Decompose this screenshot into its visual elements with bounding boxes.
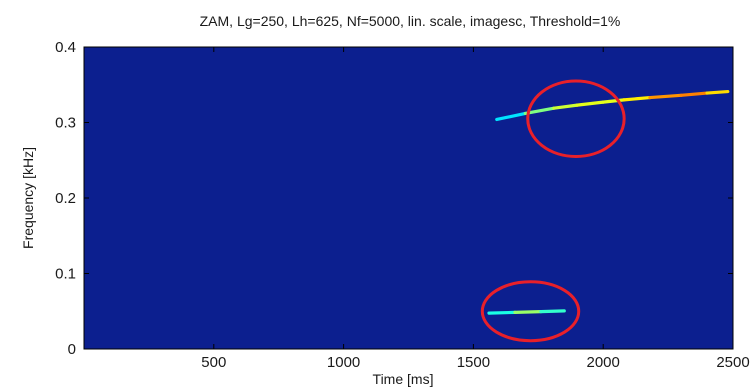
x-axis-ticks: 500 1000 1500 2000 2500 xyxy=(201,47,750,371)
ridge-1-segment xyxy=(495,111,527,122)
x-tick-label: 1500 xyxy=(457,354,490,371)
chart-title: ZAM, Lg=250, Lh=625, Nf=5000, lin. scale… xyxy=(200,13,621,29)
x-tick-label: 2000 xyxy=(587,354,620,371)
ridge-1-segment xyxy=(679,91,709,97)
ridge-1-segment xyxy=(622,95,652,102)
ridge-2-segment xyxy=(539,309,566,314)
y-axis-label: Frequency [kHz] xyxy=(20,147,36,249)
ridge-2-segment xyxy=(487,310,517,315)
y-tick-label: 0.1 xyxy=(55,266,76,283)
ridge-1-segment xyxy=(523,106,556,116)
y-tick-label: 0.2 xyxy=(55,190,76,207)
annotation-ellipse-1 xyxy=(526,79,626,158)
ridge-1-segment xyxy=(648,93,683,100)
x-tick-label: 2500 xyxy=(716,354,749,371)
y-tick-label: 0.4 xyxy=(55,39,76,56)
y-tick-label: 0 xyxy=(68,341,76,358)
y-axis-ticks: 0 0.1 0.2 0.3 0.4 xyxy=(55,39,733,358)
y-tick-label: 0.3 xyxy=(55,115,76,132)
ridge-1-segment xyxy=(601,98,626,104)
ridge-1-segment xyxy=(552,103,579,110)
annotation-ellipse-2 xyxy=(480,280,581,343)
ridge-2-segment xyxy=(513,310,543,314)
x-tick-label: 1000 xyxy=(327,354,360,371)
plot-area-background xyxy=(84,47,733,349)
x-tick-label: 500 xyxy=(201,354,226,371)
annotation-ellipses xyxy=(480,79,626,343)
x-axis-label: Time [ms] xyxy=(373,371,434,387)
ridge-1-segment xyxy=(575,100,605,107)
energy-ridges xyxy=(487,89,730,315)
ridge-1-segment xyxy=(705,89,730,95)
